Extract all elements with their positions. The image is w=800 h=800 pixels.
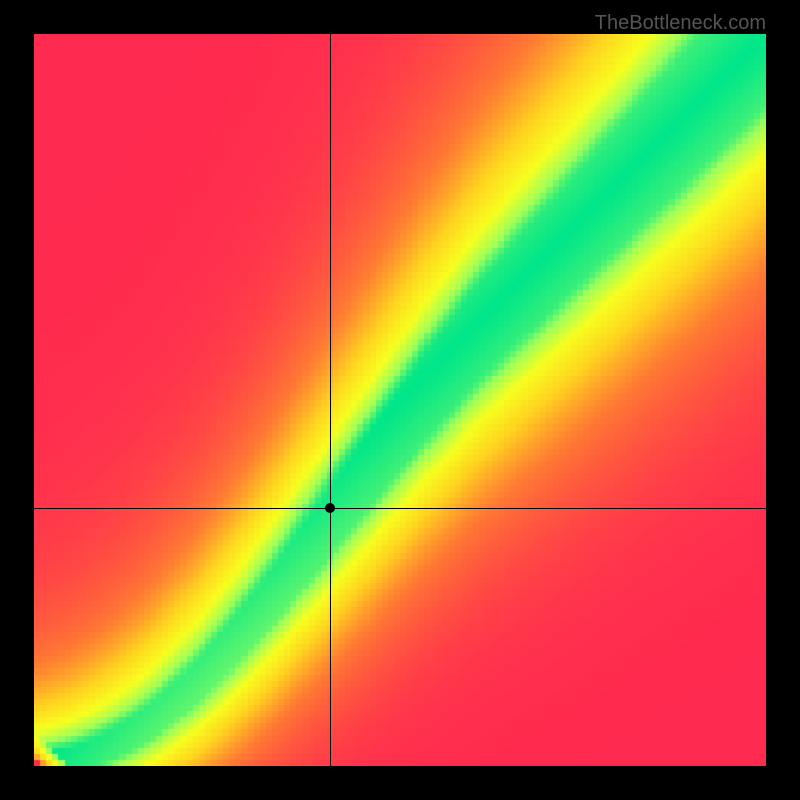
watermark-text: TheBottleneck.com — [595, 12, 766, 35]
crosshair-horizontal — [34, 508, 766, 509]
heatmap-canvas — [34, 34, 766, 766]
crosshair-marker — [325, 503, 335, 513]
crosshair-vertical — [330, 34, 331, 766]
plot-area — [34, 34, 766, 766]
